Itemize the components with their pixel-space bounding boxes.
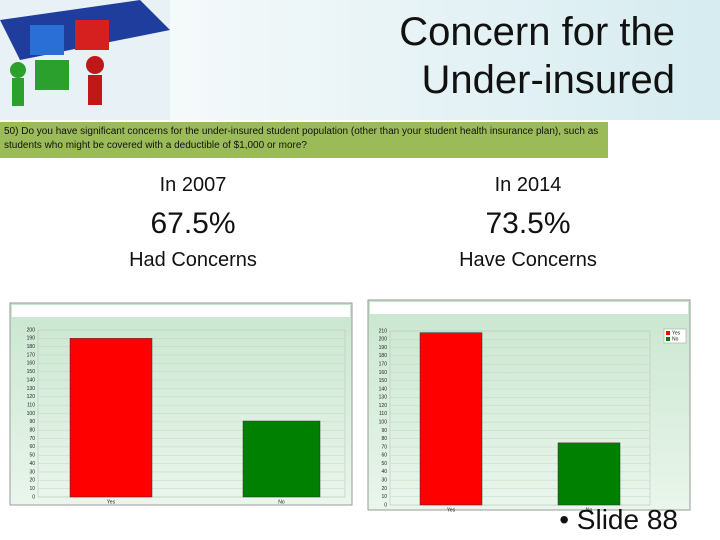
legend-swatch bbox=[666, 337, 670, 341]
bar bbox=[419, 332, 483, 506]
y-tick-label: 30 bbox=[381, 477, 387, 483]
y-tick-label: 50 bbox=[29, 453, 35, 459]
y-tick-label: 130 bbox=[27, 386, 36, 392]
y-tick-label: 200 bbox=[27, 327, 36, 333]
y-tick-label: 90 bbox=[381, 428, 387, 434]
question: 50) Do you have significant concerns for… bbox=[0, 122, 608, 158]
bar bbox=[69, 338, 153, 498]
y-tick-label: 40 bbox=[381, 469, 387, 475]
y-tick-label: 10 bbox=[381, 494, 387, 500]
y-tick-label: 140 bbox=[27, 377, 36, 383]
y-tick-label: 90 bbox=[29, 419, 35, 425]
percent: 73.5% bbox=[485, 207, 571, 240]
y-tick-label: 110 bbox=[27, 402, 35, 408]
y-tick-label: 80 bbox=[29, 428, 35, 434]
y-tick-label: 70 bbox=[29, 436, 35, 442]
y-tick-label: 120 bbox=[379, 403, 388, 409]
legend-label: Yes bbox=[672, 330, 681, 336]
y-tick-label: 190 bbox=[27, 336, 36, 342]
header-band: Concern for the Under-insured bbox=[0, 0, 720, 120]
y-tick-label: 150 bbox=[27, 369, 36, 375]
slide-title: Concern for the Under-insured bbox=[399, 10, 675, 102]
y-tick-label: 40 bbox=[29, 461, 35, 467]
year: In 2014 bbox=[494, 174, 562, 196]
y-tick-label: 140 bbox=[379, 386, 388, 392]
y-tick-label: 0 bbox=[384, 502, 387, 508]
label: Had Concerns bbox=[129, 249, 257, 271]
slide-number: • Slide 88 bbox=[559, 504, 678, 535]
y-tick-label: 20 bbox=[381, 486, 387, 492]
y-tick-label: 10 bbox=[29, 486, 35, 492]
y-tick-label: 100 bbox=[27, 411, 36, 417]
y-tick-label: 70 bbox=[381, 444, 387, 450]
x-tick-label: No bbox=[278, 499, 285, 505]
y-tick-label: 30 bbox=[29, 469, 35, 475]
x-tick-label: No bbox=[586, 507, 593, 513]
legend-swatch bbox=[666, 331, 670, 335]
y-tick-label: 150 bbox=[379, 378, 388, 384]
percent: 67.5% bbox=[150, 207, 236, 240]
label: Have Concerns bbox=[459, 249, 597, 271]
bar bbox=[242, 420, 321, 498]
bar bbox=[557, 442, 621, 506]
chart-title-bar bbox=[12, 305, 350, 317]
header-art bbox=[0, 0, 170, 120]
y-tick-label: 0 bbox=[32, 494, 35, 500]
column-2007: In 2007 67.5% Had Concerns bbox=[43, 174, 343, 272]
y-tick-label: 190 bbox=[379, 345, 388, 351]
y-tick-label: 180 bbox=[379, 353, 388, 359]
y-tick-label: 170 bbox=[27, 352, 36, 358]
y-tick-label: 100 bbox=[379, 419, 388, 425]
y-tick-label: 120 bbox=[27, 394, 36, 400]
chart-title-bar bbox=[370, 302, 688, 314]
y-tick-label: 170 bbox=[379, 361, 388, 367]
y-tick-label: 160 bbox=[379, 370, 388, 376]
legend-label: No bbox=[672, 336, 679, 342]
y-tick-label: 180 bbox=[27, 344, 36, 350]
y-tick-label: 60 bbox=[381, 453, 387, 459]
y-tick-label: 20 bbox=[29, 478, 35, 484]
x-tick-label: Yes bbox=[107, 499, 116, 505]
y-tick-label: 130 bbox=[379, 395, 388, 401]
y-tick-label: 80 bbox=[381, 436, 387, 442]
y-tick-label: 60 bbox=[29, 444, 35, 450]
year: In 2007 bbox=[159, 174, 227, 196]
column-2014: In 2014 73.5% Have Concerns bbox=[378, 174, 678, 272]
y-tick-label: 160 bbox=[27, 361, 36, 367]
x-tick-label: Yes bbox=[447, 507, 456, 513]
chart-frame bbox=[367, 299, 691, 511]
y-tick-label: 200 bbox=[379, 337, 388, 343]
y-tick-label: 110 bbox=[379, 411, 387, 417]
y-tick-label: 210 bbox=[379, 328, 388, 334]
y-tick-label: 50 bbox=[381, 461, 387, 467]
